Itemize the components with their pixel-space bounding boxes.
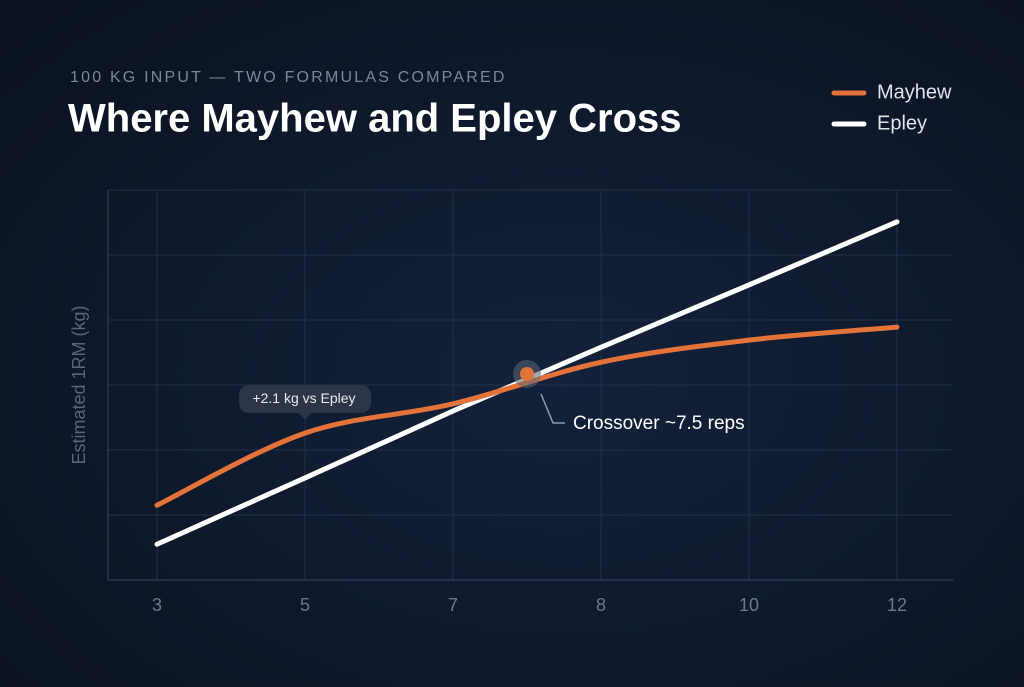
legend-label: Epley — [877, 112, 927, 134]
annotation-pill — [239, 385, 371, 413]
chart-title: Where Mayhew and Epley Cross — [68, 97, 682, 141]
annotation-text: +2.1 kg vs Epley — [252, 390, 355, 406]
x-tick-label: 7 — [448, 595, 458, 615]
y-axis-label: Estimated 1RM (kg) — [69, 305, 89, 464]
x-tick-label: 12 — [887, 595, 907, 615]
crossover-point — [520, 366, 534, 381]
x-tick-label: 5 — [300, 595, 310, 615]
x-tick-label: 8 — [596, 595, 606, 615]
chart-subtitle: 100 KG INPUT — TWO FORMULAS COMPARED — [70, 69, 507, 86]
annotation-pointer — [299, 413, 311, 420]
legend-label: Mayhew — [877, 81, 952, 103]
x-tick-label: 3 — [152, 595, 162, 615]
x-tick-label: 10 — [739, 595, 759, 615]
crossover-leader — [540, 393, 565, 424]
annotation-text: Crossover ~7.5 reps — [573, 413, 745, 434]
